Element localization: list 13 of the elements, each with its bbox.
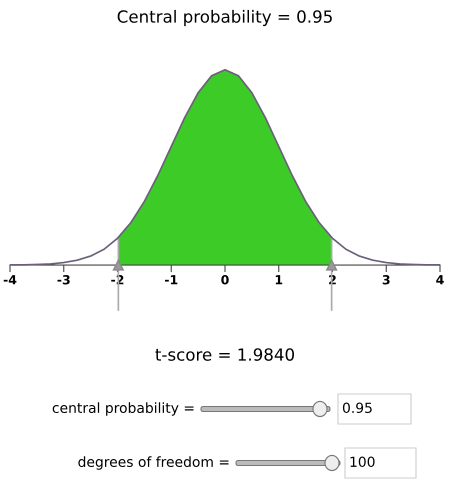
- chart-title: Central probability = 0.95: [118, 10, 332, 26]
- text: degrees of freedom =: [78, 456, 229, 470]
- text: 100: [350, 456, 375, 468]
- x-tick-label: 4: [436, 275, 444, 284]
- text: 0.95: [342, 402, 372, 414]
- x-tick-label: 3: [382, 275, 390, 284]
- x-tick-label: 1: [276, 275, 282, 284]
- text: t-score = 1.9840: [155, 348, 294, 361]
- x-tick-label: -4: [4, 275, 16, 284]
- x-tick-label: -3: [57, 275, 70, 284]
- x-tick-label: -1: [164, 275, 178, 284]
- text: central probability =: [52, 402, 194, 416]
- x-tick-label: 0: [221, 275, 229, 284]
